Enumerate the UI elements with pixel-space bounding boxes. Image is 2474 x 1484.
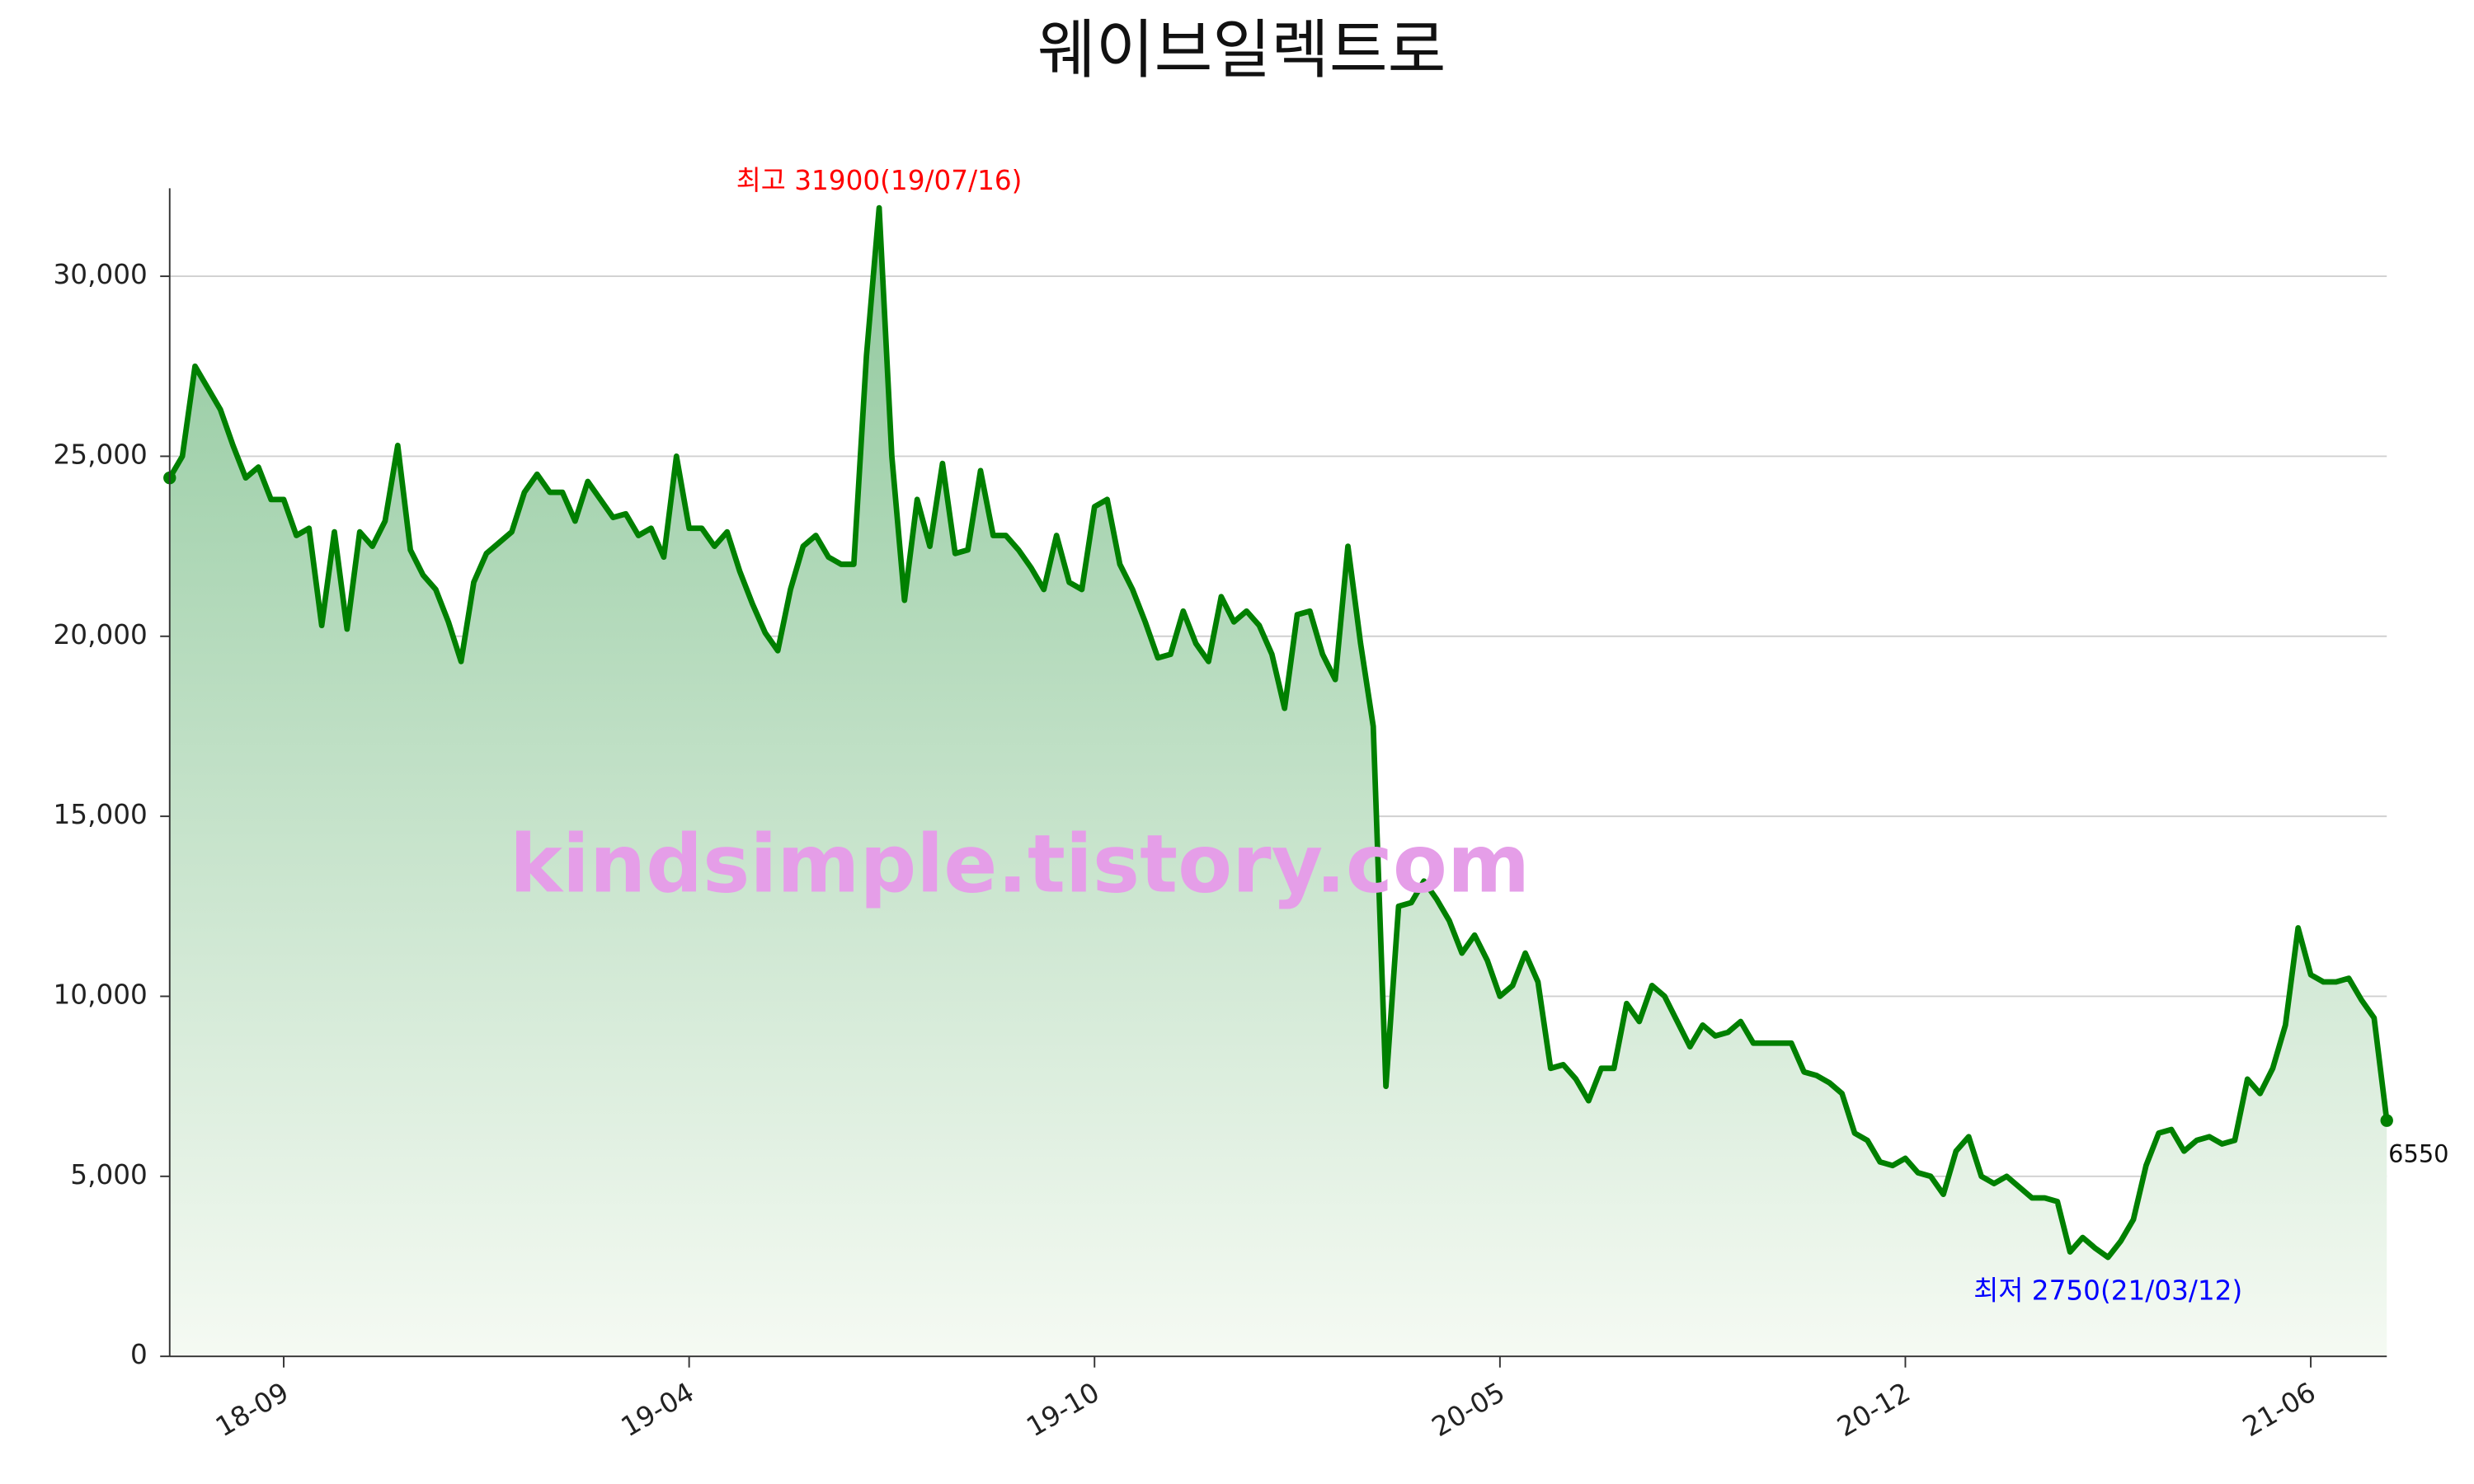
watermark: kindsimple.tistory.com (510, 817, 1530, 910)
y-tick-label: 15,000 (54, 799, 148, 830)
x-tick-label: 19-10 (1021, 1376, 1104, 1443)
price-line (167, 204, 2390, 1261)
area (169, 208, 2387, 1357)
chart-title: 웨이브일렉트로 (1037, 13, 1446, 87)
y-tick-label: 0 (130, 1339, 148, 1370)
x-tick-label: 18-09 (210, 1376, 294, 1443)
end-point (2380, 1114, 2393, 1127)
y-tick-label: 10,000 (54, 979, 148, 1010)
x-tick-label: 20-12 (1832, 1376, 1916, 1443)
min-annotation: 최저 2750(21/03/12) (1973, 1275, 2242, 1307)
max-annotation: 최고 31900(19/07/16) (736, 165, 1023, 196)
y-tick-label: 5,000 (70, 1159, 148, 1190)
x-tick-label: 20-05 (1427, 1376, 1510, 1443)
y-tick-label: 30,000 (54, 259, 148, 290)
x-tick-label: 19-04 (616, 1376, 699, 1443)
plot-area: 6550 최고 31900(19/07/16) 최저 2750(21/03/12) (163, 165, 2449, 1357)
x-tick-label: 21-06 (2237, 1376, 2321, 1443)
end-value-label: 6550 (2388, 1140, 2448, 1168)
axes: 0 5,000 10,000 15,000 20,000 25,000 30,000 18-0… (54, 188, 2387, 1443)
y-tick-label: 25,000 (54, 439, 148, 470)
y-tick-label: 20,000 (54, 619, 148, 650)
